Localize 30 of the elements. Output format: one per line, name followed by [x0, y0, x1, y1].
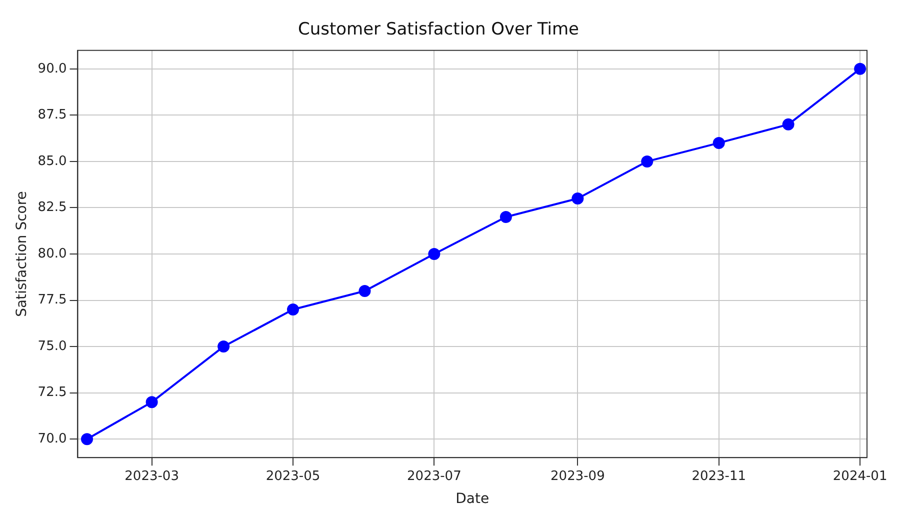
x-axis-title: Date: [456, 491, 490, 508]
x-tick-label: 2023-11: [692, 468, 746, 484]
y-tick-label: 82.5: [38, 200, 67, 216]
x-tick-label: 2023-05: [266, 468, 320, 484]
point: [572, 192, 584, 204]
y-tick-label: 85.0: [38, 154, 67, 169]
x-tick-label: 2024-01: [832, 468, 888, 484]
x-tick-label: 2023-07: [407, 468, 462, 484]
y-axis-title: Satisfaction Score: [14, 191, 30, 317]
x-tick-label: 2023-03: [124, 468, 179, 484]
point: [146, 396, 158, 408]
point: [81, 433, 94, 446]
point: [286, 304, 299, 316]
point: [854, 62, 866, 75]
x-tick-label: 2023-09: [550, 468, 605, 484]
point: [428, 248, 440, 260]
point: [782, 118, 794, 130]
chart-title: Customer Satisfaction Over Time: [298, 20, 580, 40]
point: [712, 136, 725, 149]
point: [218, 340, 230, 353]
y-tick-label: 70.0: [38, 431, 67, 446]
point: [358, 285, 371, 298]
y-tick-label: 72.5: [38, 385, 67, 400]
y-tick-label: 90.0: [38, 61, 67, 76]
y-tick-label: 80.0: [38, 246, 67, 262]
y-tick-label: 75.0: [38, 338, 67, 354]
y-tick-label: 87.5: [38, 108, 67, 123]
point: [641, 155, 654, 168]
y-tick-label: 77.5: [38, 292, 67, 308]
point: [500, 210, 512, 223]
